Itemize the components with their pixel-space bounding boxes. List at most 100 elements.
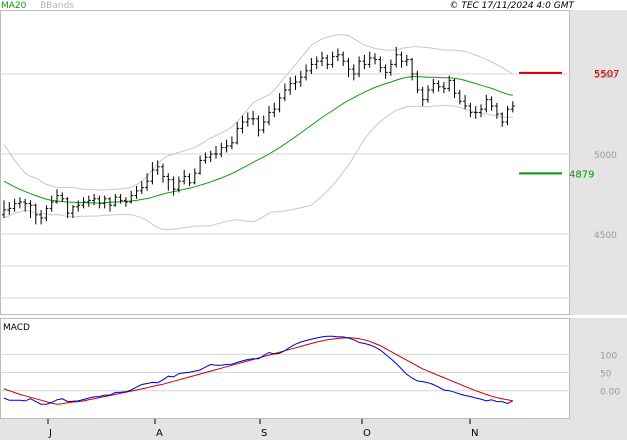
- price-bar: [102, 195, 107, 209]
- price-bar: [81, 197, 86, 209]
- price-bar: [187, 173, 192, 186]
- price-bar: [410, 58, 415, 81]
- price-bar: [33, 203, 38, 225]
- time-axis-band: [0, 419, 627, 440]
- price-bar: [182, 170, 187, 185]
- price-bar: [134, 186, 139, 199]
- x-tick-label: N: [471, 428, 478, 439]
- price-bar: [145, 173, 150, 191]
- macd-y-tick-label: 100: [600, 351, 617, 361]
- price-bar: [129, 190, 134, 204]
- price-bar: [325, 54, 330, 70]
- price-bar: [277, 93, 282, 113]
- price-bar: [415, 70, 420, 94]
- ma20-legend-label: MA20: [1, 1, 27, 11]
- price-bar: [436, 80, 441, 92]
- price-bar: [447, 75, 452, 92]
- price-bar: [76, 200, 81, 212]
- price-panel: [0, 10, 570, 314]
- price-bar: [49, 195, 54, 212]
- price-bar: [28, 200, 33, 218]
- price-bar: [335, 48, 340, 62]
- price-y-tick-label: 4500: [594, 231, 617, 241]
- price-bar: [494, 102, 499, 119]
- x-tick-label: A: [156, 428, 163, 439]
- macd-y-tick-label: 0.00: [600, 388, 620, 398]
- price-bar: [240, 115, 245, 134]
- macd-panel-border: [0, 318, 570, 419]
- price-bar: [346, 58, 351, 78]
- x-tick-label: O: [363, 428, 371, 439]
- price-bar: [457, 90, 462, 105]
- price-bar: [23, 198, 28, 212]
- price-y-tick-label: 5000: [594, 151, 617, 161]
- price-bar: [86, 195, 91, 207]
- macd-axis-gutter: [570, 318, 627, 419]
- bbands-lower-line: [3, 104, 513, 231]
- price-bar: [12, 198, 17, 212]
- price-bar: [123, 197, 128, 207]
- price-bar: [341, 51, 346, 66]
- price-bar: [256, 115, 261, 137]
- price-bar: [70, 205, 75, 218]
- price-bar: [383, 64, 388, 79]
- support-level-label: 4879: [569, 169, 594, 180]
- price-bar: [500, 112, 505, 127]
- macd-line: [3, 335, 514, 405]
- price-bar: [394, 46, 399, 68]
- price-bar: [441, 82, 446, 94]
- signal-line: [3, 337, 513, 405]
- price-bar: [351, 64, 356, 81]
- price-bar: [65, 197, 70, 218]
- price-bar: [330, 51, 335, 68]
- price-panel-border: [0, 10, 570, 315]
- resistance-level-label: 5507: [594, 69, 619, 80]
- macd-panel: [0, 318, 570, 418]
- price-bar: [229, 136, 234, 150]
- price-bar: [479, 104, 483, 118]
- price-bar: [139, 181, 144, 194]
- bbands-series: [3, 34, 514, 231]
- price-bar: [171, 176, 176, 196]
- price-bar: [367, 51, 372, 68]
- price-bar: [298, 70, 303, 87]
- price-bar: [320, 51, 324, 66]
- price-bar: [314, 56, 319, 70]
- support-resistance-levels: 5507 4879: [519, 69, 619, 180]
- price-bar: [166, 173, 171, 191]
- price-bar: [7, 202, 12, 215]
- price-bar: [304, 64, 309, 81]
- price-bar: [463, 94, 468, 110]
- price-bar: [198, 155, 203, 175]
- price-bar: [357, 56, 362, 78]
- price-bar: [155, 160, 160, 175]
- macd-y-tick-labels: 100 50 0.00: [600, 351, 620, 397]
- price-bar: [192, 168, 197, 185]
- price-bar: [176, 176, 181, 193]
- price-axis-gutter: [570, 10, 627, 315]
- price-bar: [267, 106, 271, 126]
- price-bar: [431, 78, 436, 94]
- price-bar: [309, 58, 314, 74]
- price-bar: [420, 86, 425, 106]
- price-bar: [214, 146, 218, 159]
- price-bar: [60, 192, 65, 202]
- price-bar: [510, 101, 515, 113]
- price-bar: [108, 197, 112, 212]
- copyright-text: © TEC 17/11/2024 4:0 GMT: [449, 1, 575, 11]
- price-bar: [378, 56, 383, 73]
- bbands-upper-line: [3, 34, 514, 191]
- macd-series: [3, 335, 514, 405]
- price-bar: [388, 59, 393, 76]
- price-bar: [293, 75, 298, 90]
- price-y-tick-label: 5500: [594, 71, 617, 81]
- price-bar: [161, 163, 165, 183]
- price-bar: [245, 112, 250, 127]
- price-gridlines: [0, 73, 570, 299]
- price-bar: [489, 96, 494, 111]
- price-bar: [208, 150, 213, 162]
- price-bar: [426, 85, 430, 103]
- price-bar: [473, 106, 478, 119]
- price-bar: [452, 78, 457, 98]
